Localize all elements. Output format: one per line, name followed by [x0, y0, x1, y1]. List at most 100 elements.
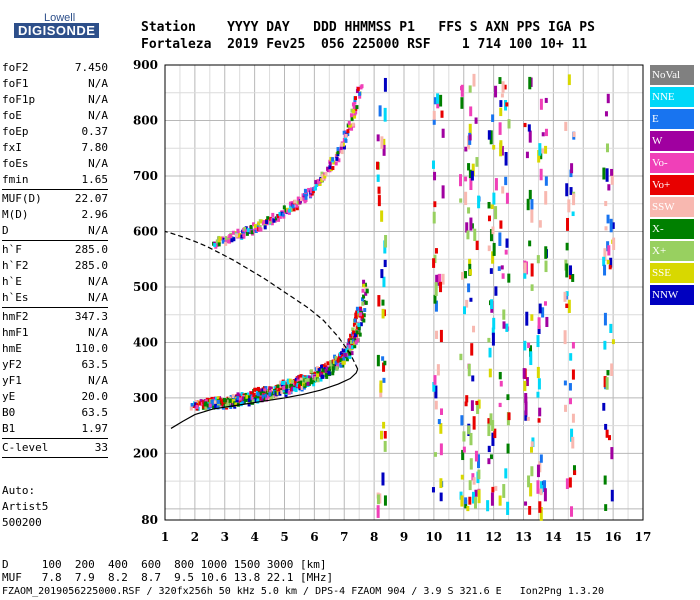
param-row: foEp 0.37 [2, 124, 108, 140]
param-row: h`Es N/A [2, 290, 108, 306]
noise-point [433, 452, 437, 457]
echo-point [293, 199, 297, 204]
echo-point [278, 383, 282, 388]
noise-point [434, 385, 438, 399]
noise-point [538, 303, 542, 314]
param-value: N/A [88, 77, 108, 90]
noise-point [488, 347, 492, 358]
echo-point [348, 354, 352, 359]
echo-point [339, 145, 343, 150]
noise-point [502, 484, 506, 498]
echo-point [286, 380, 290, 385]
param-group-critical-frequencies: foF2 7.450 foF1 N/A foF1p N/A foE N/A foEp 0.37 fx… [2, 60, 108, 188]
logo-top-text: Lowell [44, 12, 76, 24]
echo-point [240, 234, 244, 239]
noise-point [487, 458, 491, 465]
echo-point [359, 308, 363, 313]
echo-point [316, 373, 320, 378]
echo-point [243, 227, 247, 232]
noise-point [569, 169, 573, 178]
noise-point [382, 377, 386, 383]
echo-point [360, 314, 364, 319]
noise-point [432, 119, 436, 125]
echo-point [252, 392, 256, 397]
echo-point [352, 339, 356, 344]
noise-point [565, 183, 569, 197]
noise-point [571, 413, 575, 423]
noise-point [530, 284, 534, 291]
noise-point [489, 130, 493, 145]
echo-point [314, 180, 318, 185]
noise-point [565, 478, 569, 490]
noise-point [539, 454, 543, 463]
echo-point [218, 236, 222, 241]
echo-point [347, 125, 351, 130]
echo-point [204, 406, 208, 411]
noise-point [467, 425, 471, 435]
echo-point [276, 384, 280, 389]
noise-point [490, 492, 494, 506]
noise-point [440, 110, 444, 118]
echo-point [232, 237, 236, 242]
param-label: yE [2, 390, 16, 403]
echo-point [316, 378, 320, 383]
noise-point [433, 375, 437, 385]
noise-point [568, 265, 572, 275]
noise-point [610, 363, 614, 376]
param-group-profile: hmF2 347.3 hmF1 N/A hmE 110.0 yF2 63.5 yF1 N/A yE 2… [2, 309, 108, 437]
noise-point [537, 418, 541, 423]
echo-point [217, 239, 221, 244]
echo-point [334, 355, 338, 360]
noise-point [381, 472, 385, 486]
param-group-virtual-heights: h`F 285.0 h`F2 285.0 h`E N/A h`Es N/A [2, 242, 108, 306]
echo-point [350, 126, 354, 131]
echo-point [344, 133, 348, 138]
param-value: 2.96 [81, 208, 109, 221]
echo-point [229, 404, 233, 409]
noise-point [573, 470, 577, 476]
echo-point [272, 218, 276, 223]
noise-point [499, 107, 503, 117]
parameter-panel: foF2 7.450 foF1 N/A foF1p N/A foE N/A foEp 0.37 fx… [2, 60, 108, 459]
echo-point [300, 385, 304, 390]
noise-point [487, 422, 491, 437]
echo-point [282, 386, 286, 391]
echo-point [350, 108, 354, 113]
echo-point [324, 368, 328, 373]
echo-point [326, 166, 330, 171]
noise-point [383, 107, 387, 122]
noise-point [489, 268, 493, 274]
echo-point [247, 402, 251, 407]
param-value: N/A [88, 291, 108, 304]
echo-point [260, 219, 264, 224]
echo-point [224, 238, 228, 243]
noise-point [523, 340, 527, 351]
echo-point [236, 228, 240, 233]
echo-point [256, 394, 260, 399]
param-row: hmF1 N/A [2, 325, 108, 341]
noise-point [541, 132, 545, 137]
noise-point [530, 314, 534, 321]
y-tick-label: 700 [133, 169, 158, 183]
echo-point [228, 398, 232, 403]
echo-point [350, 339, 354, 344]
echo-point [295, 203, 299, 208]
echo-point [327, 367, 331, 372]
noise-point [376, 494, 380, 505]
noise-point [376, 174, 380, 182]
param-row: D N/A [2, 223, 108, 239]
noise-point [380, 210, 384, 222]
echo-point [288, 378, 292, 383]
echo-point [254, 228, 258, 233]
noise-point [499, 142, 503, 157]
noise-point [507, 273, 511, 283]
echo-point [253, 224, 257, 229]
echo-point [203, 402, 207, 407]
echo-point [360, 84, 364, 89]
logo-digisonde: DIGISONDE [14, 23, 100, 38]
noise-point [494, 206, 498, 220]
noise-point [473, 497, 477, 509]
noise-point [606, 370, 610, 376]
echo-point [317, 179, 321, 184]
noise-point [536, 255, 540, 264]
